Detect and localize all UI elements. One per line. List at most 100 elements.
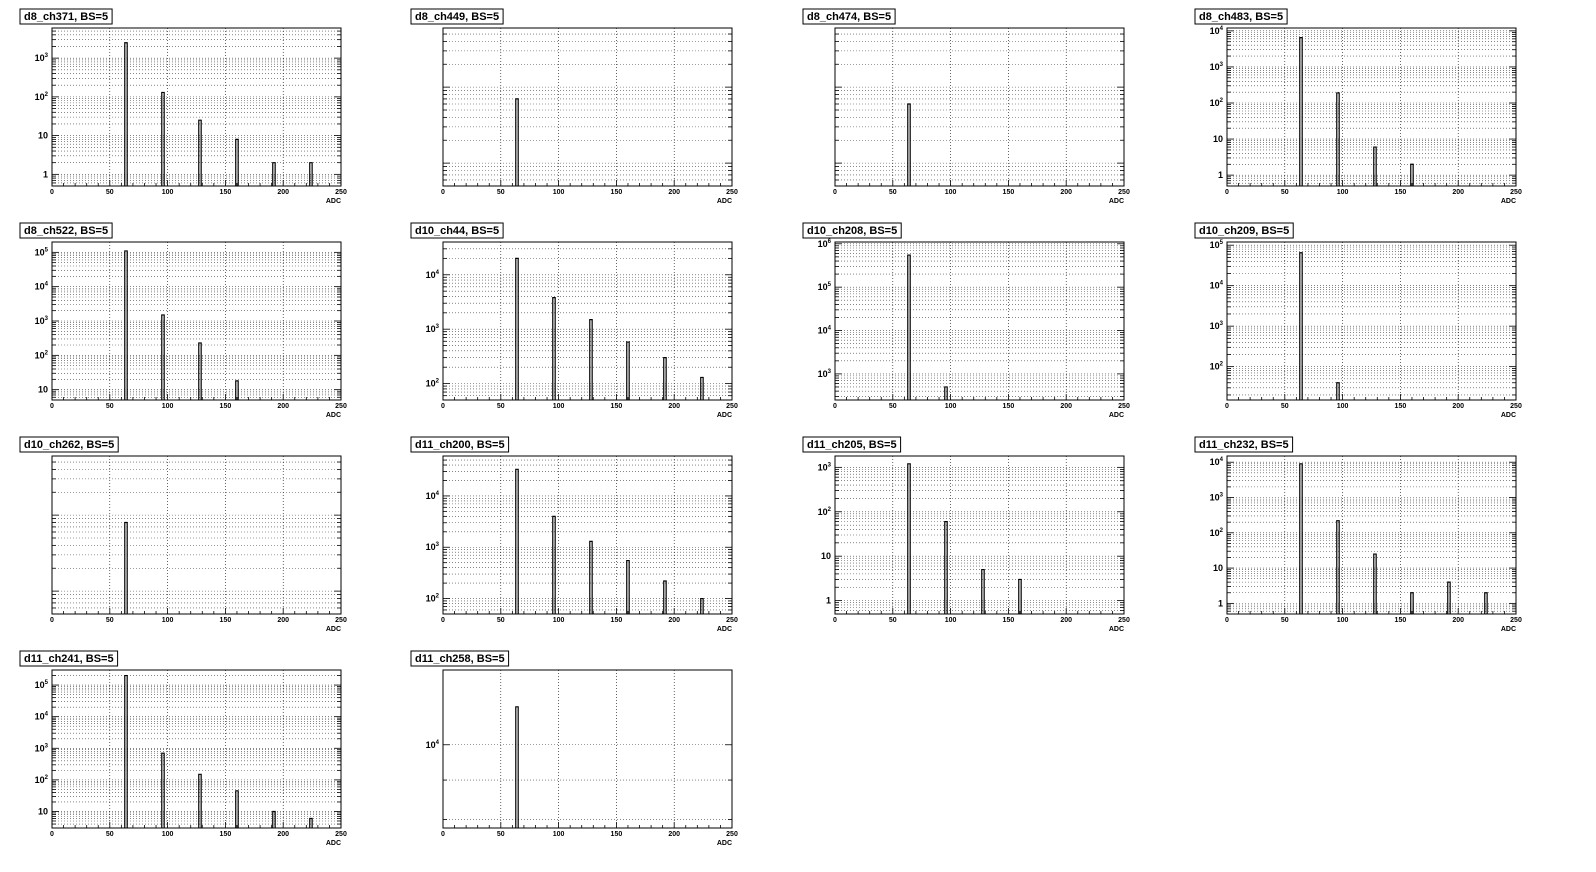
minor-gridlines [835, 466, 1124, 611]
x-axis: 0 50 100 150 200 250 ADC [1225, 456, 1522, 633]
plot-frame [51, 27, 342, 187]
x-tick-label: 150 [220, 189, 232, 196]
y-tick-label: 103 [1210, 321, 1224, 331]
x-tick-label: 200 [668, 831, 680, 838]
x-axis-label: ADC [1501, 198, 1516, 205]
y-tick-label: 102 [1210, 362, 1224, 372]
x-axis: 0 50 100 150 200 250 ADC [833, 242, 1130, 419]
x-tick-label: 200 [1060, 403, 1072, 410]
x-axis-label: ADC [717, 626, 732, 633]
histogram-peak [589, 319, 593, 400]
y-axis: 102 103 104 105 [1210, 240, 1224, 371]
x-tick-label: 0 [1225, 189, 1229, 196]
y-tick-label: 103 [426, 542, 440, 552]
x-tick-label: 200 [1060, 189, 1072, 196]
x-tick-label: 100 [945, 189, 957, 196]
plot-frame [1226, 241, 1517, 401]
plot-frame [442, 669, 733, 829]
y-tick-label: 105 [818, 282, 832, 292]
x-tick-label: 50 [1281, 189, 1289, 196]
x-tick-label: 150 [611, 403, 623, 410]
x-tick-label: 250 [726, 617, 738, 624]
histogram-peak [1410, 163, 1414, 186]
x-axis-label: ADC [326, 412, 341, 419]
x-tick-label: 100 [162, 189, 174, 196]
histogram-peak [515, 706, 519, 828]
histogram-peak [907, 103, 911, 186]
histogram-bars [515, 98, 519, 186]
minor-gridlines [835, 33, 1124, 181]
y-tick-label: 103 [35, 316, 49, 326]
x-axis-label: ADC [326, 626, 341, 633]
panel-title: d11_ch241, BS=5 [24, 653, 114, 665]
minor-gridlines [52, 461, 341, 609]
x-tick-label: 150 [220, 617, 232, 624]
x-tick-label: 100 [1337, 403, 1349, 410]
minor-gridlines [443, 33, 732, 181]
y-tick-label: 104 [1210, 457, 1224, 467]
x-tick-label: 50 [497, 831, 505, 838]
histogram-panel: d11_ch232, BS=50 50 100 150 200 250ADC1101021… [1194, 436, 1522, 633]
y-tick-label: 102 [818, 507, 832, 517]
panel-title-box: d8_ch522, BS=5 [19, 222, 113, 239]
y-tick-label: 104 [818, 326, 832, 336]
x-tick-label: 0 [1225, 403, 1229, 410]
x-tick-label: 50 [889, 403, 897, 410]
x-tick-label: 200 [277, 189, 289, 196]
plot-frame [442, 455, 733, 615]
x-tick-label: 50 [106, 831, 114, 838]
minor-gridlines [52, 675, 341, 825]
histogram-peak [272, 810, 276, 828]
x-tick-label: 250 [1118, 617, 1130, 624]
histogram-peak [1299, 37, 1303, 186]
x-tick-label: 50 [497, 403, 505, 410]
panel-title: d8_ch474, BS=5 [807, 11, 891, 23]
y-tick-label: 102 [35, 92, 49, 102]
x-tick-label: 250 [726, 831, 738, 838]
histogram-peak [944, 521, 948, 614]
y-tick-label: 105 [35, 247, 49, 257]
histogram-peak [1336, 92, 1340, 186]
y-axis: 10 102 103 104 105 [35, 247, 49, 394]
histogram-bars [1299, 37, 1414, 186]
histogram-peak [1373, 146, 1377, 186]
x-tick-label: 50 [106, 189, 114, 196]
histogram-peak [1447, 581, 1451, 614]
x-tick-label: 250 [335, 189, 347, 196]
y-tick-label: 10 [821, 551, 831, 561]
x-tick-label: 100 [1337, 189, 1349, 196]
x-axis-label: ADC [326, 840, 341, 847]
histogram-peak [663, 357, 667, 400]
y-tick-label: 104 [1210, 26, 1224, 36]
x-tick-label: 50 [1281, 403, 1289, 410]
panel-title: d11_ch258, BS=5 [415, 653, 505, 665]
panel-title-box: d8_ch371, BS=5 [19, 8, 113, 25]
histogram-peak [1336, 382, 1340, 400]
x-axis-label: ADC [1109, 198, 1124, 205]
y-tick-label: 103 [1210, 62, 1224, 72]
x-tick-label: 100 [162, 403, 174, 410]
x-tick-label: 150 [1003, 189, 1015, 196]
x-axis: 0 50 100 150 200 250 ADC [833, 456, 1130, 633]
x-tick-label: 200 [1060, 617, 1072, 624]
histogram-peak [124, 250, 128, 400]
histogram-peak [1336, 520, 1340, 614]
minor-gridlines [1227, 244, 1516, 396]
histogram-bars [1299, 252, 1340, 400]
histogram-peak [1484, 592, 1488, 614]
panel-title-box: d8_ch449, BS=5 [410, 8, 504, 25]
x-tick-label: 200 [1452, 617, 1464, 624]
histogram-peak [1410, 592, 1414, 614]
x-tick-label: 50 [106, 617, 114, 624]
x-tick-label: 0 [1225, 617, 1229, 624]
x-axis: 0 50 100 150 200 250 ADC [441, 456, 738, 633]
histogram-peak [124, 42, 128, 186]
panel-title-box: d10_ch44, BS=5 [410, 222, 504, 239]
histogram-panel: d10_ch262, BS=5 0 50 100 150 200 250 ADC [19, 436, 347, 633]
x-tick-label: 250 [726, 403, 738, 410]
panel-title-box: d10_ch208, BS=5 [802, 222, 902, 239]
x-tick-label: 250 [1510, 403, 1522, 410]
histogram-peak [700, 376, 704, 400]
plot-frame [1226, 455, 1517, 615]
x-tick-label: 100 [162, 831, 174, 838]
